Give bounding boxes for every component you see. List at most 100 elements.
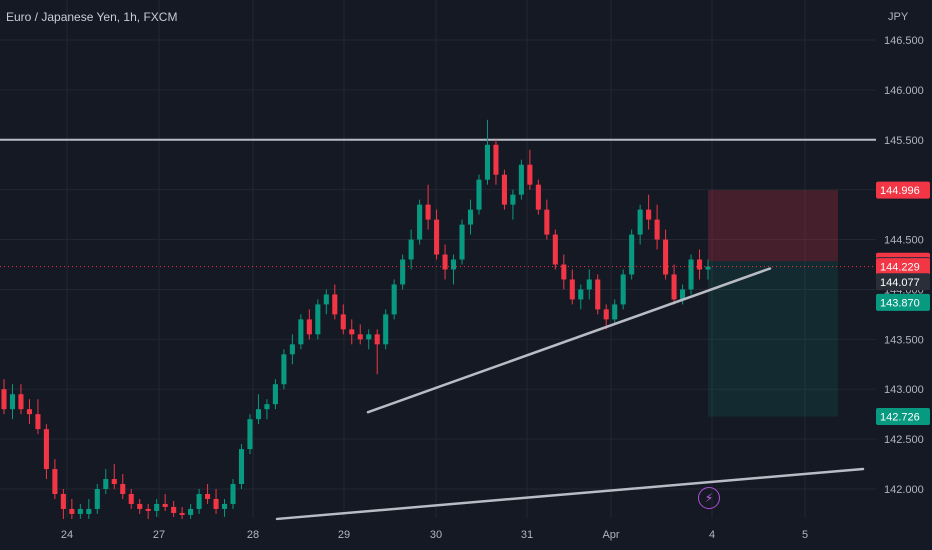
low-price-tag xyxy=(876,273,930,291)
candle-body xyxy=(221,503,228,509)
low-price-tag-text: 144.077 xyxy=(880,277,920,289)
candle-body xyxy=(663,239,669,275)
candle-body xyxy=(501,174,507,205)
candle-body xyxy=(569,279,575,300)
time-tick-label: 28 xyxy=(247,529,259,541)
candle-body xyxy=(171,506,177,513)
price-tags: 144.996144.283144.239144.22911:38144.077… xyxy=(876,181,930,426)
candle-body xyxy=(484,144,491,180)
candle-body xyxy=(578,289,584,300)
candle-body xyxy=(374,334,380,345)
candle-body xyxy=(281,354,287,385)
candle-body xyxy=(111,479,117,485)
candle-body xyxy=(680,289,686,300)
candle-body xyxy=(340,314,346,330)
candle-body xyxy=(323,294,329,305)
candle-body xyxy=(35,414,41,430)
candle-body xyxy=(527,164,533,185)
time-tick-label: Apr xyxy=(602,529,619,541)
candle-body xyxy=(620,274,626,305)
stop-price-tag xyxy=(876,181,930,199)
candle-body xyxy=(442,254,448,270)
candle-body xyxy=(688,259,694,290)
candle-body xyxy=(315,304,321,335)
candle-body xyxy=(60,493,66,509)
candle-body xyxy=(43,429,49,470)
candle-body xyxy=(654,219,660,240)
price-tick-label: 142.500 xyxy=(884,434,924,446)
candle-body xyxy=(179,512,185,515)
candle-body xyxy=(467,209,474,225)
candle-body xyxy=(450,259,457,270)
price-tick-label: 144.500 xyxy=(884,235,924,247)
symbol-title[interactable]: Euro / Japanese Yen, 1h, FXCM xyxy=(6,10,178,24)
candle-body xyxy=(366,334,372,340)
position-tool[interactable] xyxy=(708,190,838,417)
candle-body xyxy=(332,294,338,315)
candle-body xyxy=(264,404,270,410)
candle-body xyxy=(272,384,278,405)
candle-body xyxy=(476,179,482,210)
candle-body xyxy=(213,498,219,509)
trendlines[interactable] xyxy=(275,267,865,521)
candle-body xyxy=(162,503,168,507)
candle-body xyxy=(349,329,355,335)
time-tick-label: 29 xyxy=(338,529,350,541)
candle-body xyxy=(518,164,524,195)
price-tick-label: 146.500 xyxy=(884,35,924,47)
candle-body xyxy=(94,489,100,509)
stop-loss-zone xyxy=(708,190,838,262)
rising-trendline-lower xyxy=(275,467,865,521)
candle-body xyxy=(230,484,236,504)
take-profit-zone xyxy=(708,261,838,417)
candle-body xyxy=(86,508,92,514)
candle-body xyxy=(18,394,24,410)
candle-body xyxy=(629,234,635,275)
candle-body xyxy=(205,493,211,499)
candle-body xyxy=(586,279,592,290)
target-price-tag xyxy=(876,408,930,426)
candle-body xyxy=(671,274,677,300)
candle-body xyxy=(425,204,431,220)
candle-body xyxy=(408,239,414,260)
time-tick-label: 30 xyxy=(430,529,442,541)
candle-body xyxy=(552,234,558,265)
candle-body xyxy=(391,284,397,315)
candle-body xyxy=(52,469,58,494)
price-tick-label: 142.000 xyxy=(884,484,924,496)
target-price-tag-text: 142.726 xyxy=(880,412,920,424)
candle-body xyxy=(383,314,389,345)
candle-body xyxy=(298,319,304,345)
time-axis[interactable]: 24 27 28 29 30 31 Apr 4 5 xyxy=(61,529,808,541)
candle-body xyxy=(434,219,440,255)
candle-body xyxy=(9,394,16,410)
candle-body xyxy=(238,449,245,485)
time-tick-label: 24 xyxy=(61,529,73,541)
target-mid-price-tag-text: 143.870 xyxy=(880,297,920,309)
candle-body xyxy=(459,224,465,260)
lightning-icon[interactable]: ⚡ xyxy=(698,487,720,509)
candle-body xyxy=(77,508,83,514)
candle-body xyxy=(120,484,126,494)
currency-label: JPY xyxy=(888,11,909,23)
candle-body xyxy=(612,304,618,320)
time-tick-label: 5 xyxy=(802,529,808,541)
candles xyxy=(1,119,711,519)
candle-body xyxy=(137,503,143,509)
candle-body xyxy=(535,184,541,210)
candle-body xyxy=(196,493,202,509)
stop-price-tag-text: 144.996 xyxy=(880,185,920,197)
candle-body xyxy=(696,259,703,270)
candle-body xyxy=(306,319,312,335)
candle-body xyxy=(603,309,609,320)
candle-body xyxy=(1,389,7,410)
price-tick-label: 145.500 xyxy=(884,135,924,147)
candle-body xyxy=(26,409,32,415)
candle-body xyxy=(646,209,652,220)
candle-body xyxy=(289,344,295,355)
rising-trendline-upper xyxy=(366,267,772,414)
candle-body xyxy=(188,508,194,515)
candle-body xyxy=(637,209,643,235)
